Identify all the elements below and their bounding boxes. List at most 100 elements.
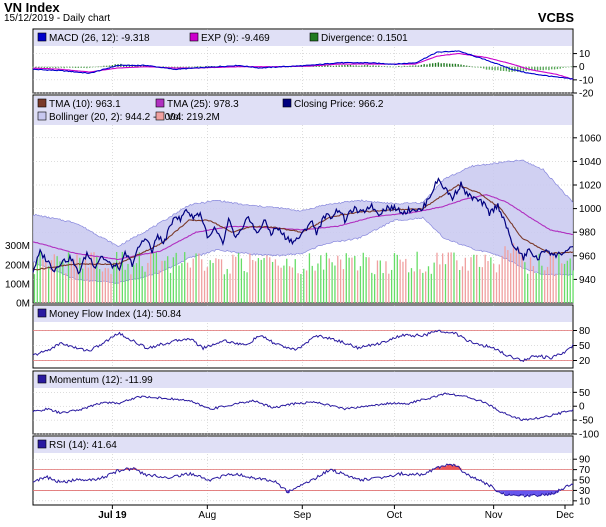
rsi-oversold-fill [547, 490, 550, 496]
divergence-bar [69, 66, 71, 68]
divergence-bar [142, 64, 145, 67]
volume-bar [237, 253, 240, 303]
volume-bar [402, 261, 404, 303]
rsi-overbought-fill [452, 466, 455, 470]
rsi-line [32, 463, 574, 498]
divergence-bar [485, 66, 488, 70]
x-tick-label-3: Oct [387, 510, 403, 521]
volume-bar [82, 268, 84, 303]
divergence-bar [536, 66, 539, 71]
divergence-bar [358, 65, 360, 67]
divergence-bar [488, 66, 491, 70]
volume-bar [161, 260, 163, 303]
volume-bar [473, 254, 475, 303]
volume-bar [212, 262, 214, 303]
rsi-overbought-fill [435, 468, 438, 470]
price-legend-swatch-0 [37, 98, 47, 108]
divergence-bar [491, 66, 493, 71]
rsi-oversold-fill [543, 490, 545, 495]
divergence-bar [100, 66, 102, 68]
volume-bar [271, 261, 274, 303]
volume-bar [252, 259, 254, 303]
volume-bar [260, 259, 262, 303]
divergence-bar [378, 65, 380, 67]
rsi-overbought-fill [442, 465, 445, 470]
price-legend-label-3: Bollinger (20, 2): 944.2 - 1004 [49, 112, 182, 123]
divergence-bar [403, 65, 406, 67]
volume-bar [444, 264, 447, 303]
divergence-bar [335, 65, 338, 67]
divergence-bar [380, 66, 383, 68]
divergence-bar [341, 65, 343, 67]
volume-bar [544, 270, 546, 303]
rsi-tick-label-0: 10 [579, 496, 591, 507]
divergence-bar [60, 66, 63, 68]
divergence-bar [448, 63, 451, 67]
divergence-bar [508, 66, 510, 72]
rsi-tick-label-1: 30 [579, 486, 591, 497]
volume-bar [39, 251, 41, 303]
divergence-bar [165, 66, 167, 68]
volume-bar [504, 246, 506, 303]
divergence-bar [500, 66, 502, 71]
volume-bar [87, 267, 89, 303]
rsi-oversold-fill [516, 490, 519, 496]
divergence-bar [528, 66, 530, 71]
volume-bar [96, 256, 98, 303]
momentum-legend-swatch-0 [37, 374, 47, 384]
volume-bar [430, 273, 432, 303]
volume-bar [322, 269, 325, 303]
closing-price-line [32, 177, 574, 275]
price-legend-swatch-1 [155, 98, 165, 108]
volume-bar [240, 258, 243, 303]
divergence-bar [375, 65, 377, 67]
divergence-bar [369, 65, 372, 67]
rsi-oversold-fill [496, 490, 499, 492]
divergence-bar [108, 65, 111, 67]
volume-bar [569, 258, 571, 303]
price-legend-swatch-3 [37, 111, 47, 121]
volume-bar [209, 260, 211, 303]
momentum-legend-bg [34, 372, 572, 388]
volume-bar [348, 257, 350, 303]
rsi-oversold-fill [500, 490, 503, 494]
volume-bar [286, 258, 288, 303]
volume-bar [169, 272, 172, 303]
volume-bar [464, 257, 466, 303]
rsi-oversold-fill [533, 490, 536, 495]
volume-bar [144, 271, 146, 303]
volume-bar [436, 252, 438, 303]
volume-bar [218, 259, 220, 303]
volume-bar [527, 273, 529, 303]
divergence-bar [480, 66, 482, 69]
divergence-bar [202, 66, 204, 68]
chart-subtitle: 15/12/2019 - Daily chart [4, 13, 111, 24]
rsi-overbought-fill [444, 466, 446, 470]
rsi-oversold-fill [555, 490, 558, 492]
x-tick-label-4: Nov [485, 510, 503, 521]
rsi-oversold-fill [512, 490, 514, 496]
rsi-tick-label-2: 50 [579, 476, 591, 487]
volume-bar [373, 274, 376, 303]
divergence-bar [545, 66, 547, 70]
volume-bar [254, 261, 257, 303]
price-legend-label-2: Closing Price: 966.2 [294, 99, 384, 110]
macd-legend-label-0: MACD (26, 12): -9.318 [49, 33, 150, 44]
volume-bar [339, 259, 342, 303]
divergence-bar [88, 66, 91, 68]
volume-bar [413, 271, 415, 303]
divergence-bar [259, 66, 261, 69]
price-tick-label-2: 980 [579, 228, 596, 239]
volume-bar [424, 271, 427, 303]
volume-bar [331, 262, 333, 303]
divergence-bar [312, 65, 315, 67]
macd-legend-label-1: EXP (9): -9.469 [201, 33, 270, 44]
volume-bar [229, 273, 231, 303]
volume-bar [337, 255, 339, 303]
macd-legend-swatch-0 [37, 32, 47, 42]
divergence-bar [514, 66, 516, 72]
momentum-tick-label-3: 50 [579, 388, 591, 399]
mfi-line [32, 329, 574, 363]
volume-bar [532, 265, 535, 303]
volume-tick-label-0: 0M [16, 299, 30, 310]
